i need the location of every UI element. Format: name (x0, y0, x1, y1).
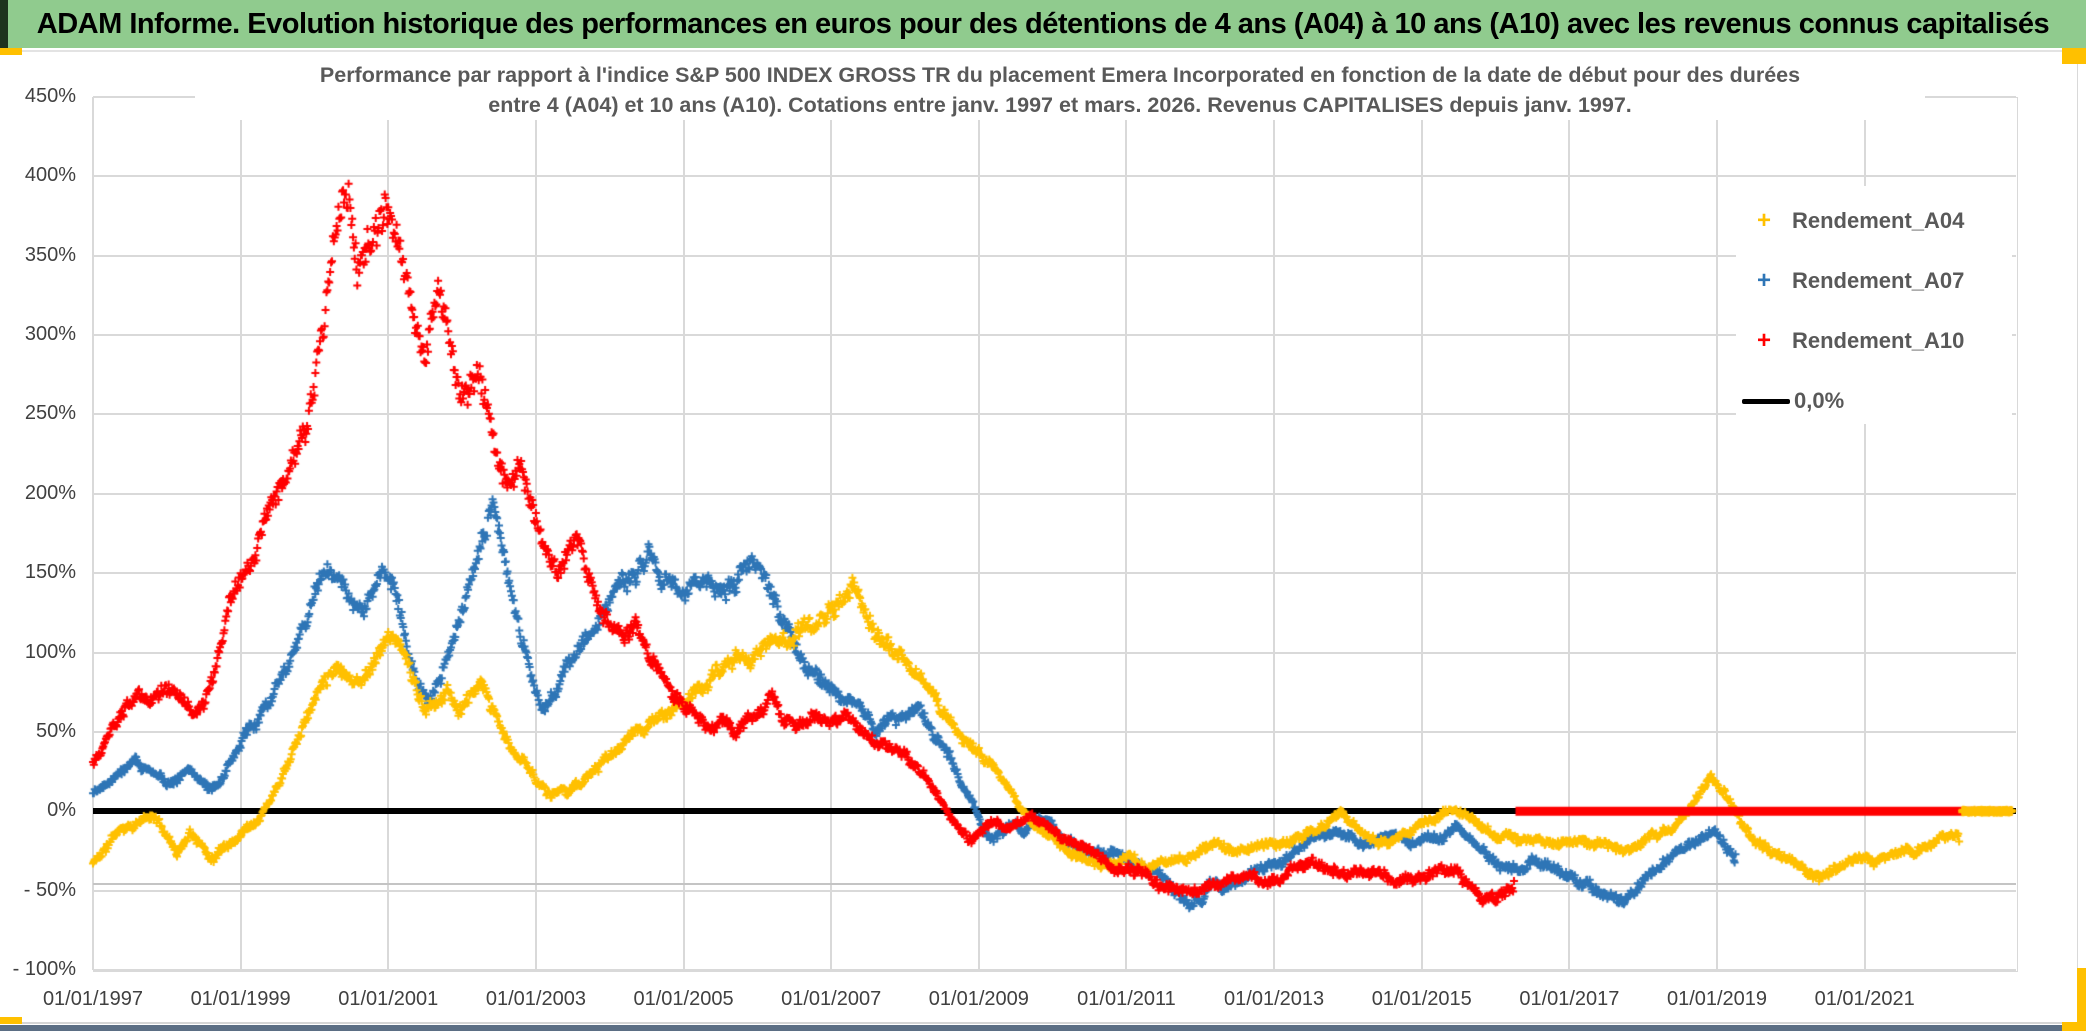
x-axis-label: 01/01/2019 (1666, 988, 1768, 1010)
x-axis-label: 01/01/1999 (190, 988, 291, 1010)
chart-title: Performance par rapport à l'indice S&P 5… (195, 60, 1925, 120)
y-axis-label: 50% (35, 719, 76, 742)
legend-line-swatch (1742, 398, 1790, 404)
cell-accent-top-right (2062, 48, 2086, 64)
chart-title-line2: entre 4 (A04) et 10 ans (A10). Cotations… (488, 93, 1632, 117)
legend-label: Rendement_A10 (1792, 328, 1965, 353)
x-axis-label: 01/01/2021 (1814, 988, 1915, 1010)
x-axis-label: 01/01/2005 (633, 988, 734, 1010)
y-axis-label: 0% (47, 799, 76, 822)
y-axis-label: 250% (24, 402, 76, 425)
x-axis-label: 01/01/2001 (338, 988, 439, 1010)
x-axis-label: 01/01/2013 (1224, 988, 1325, 1010)
legend-item-rendement-a04[interactable]: + Rendement_A04 (1736, 204, 2012, 238)
legend-item-rendement-a10[interactable]: + Rendement_A10 (1736, 324, 2012, 358)
x-axis-label: 01/01/2015 (1371, 988, 1472, 1010)
y-axis-label: 100% (24, 640, 76, 663)
cell-accent-bottom-left (0, 1017, 22, 1024)
y-axis-label: 450% (24, 85, 76, 107)
x-axis-label: 01/01/2003 (485, 988, 586, 1010)
y-axis-label: 200% (24, 481, 76, 504)
legend-label: 0,0% (1794, 388, 1845, 413)
title-banner: ADAM Informe. Evolution historique des p… (0, 0, 2086, 48)
cell-accent-top-left (0, 48, 22, 55)
legend-plus-marker-icon: + (1756, 207, 1771, 234)
y-axis-label: - 50% (23, 878, 76, 901)
legend-plus-marker-icon: + (1756, 267, 1771, 294)
x-axis-label: 01/01/2009 (928, 988, 1029, 1010)
y-axis-label: 300% (24, 323, 76, 346)
x-axis-label: 01/01/1997 (42, 988, 144, 1010)
legend-plus-marker-icon: + (1756, 327, 1771, 354)
y-axis-label: - 100% (12, 958, 76, 980)
legend: + Rendement_A04 + Rendement_A07 + Rendement_A… (1736, 186, 2012, 424)
x-axis-label: 01/01/2007 (781, 988, 882, 1010)
y-axis-label: 400% (24, 164, 76, 187)
legend-label: Rendement_A07 (1792, 268, 1965, 293)
cell-accent-right-strip (2077, 968, 2086, 1031)
chart-title-line1: Performance par rapport à l'indice S&P 5… (319, 63, 1801, 87)
page-title: ADAM Informe. Evolution historique des p… (36, 7, 2050, 40)
banner-bottom-divider (0, 50, 2086, 52)
legend-item-rendement-a07[interactable]: + Rendement_A07 (1736, 264, 2012, 298)
y-axis-label: 350% (24, 243, 76, 266)
x-axis-label: 01/01/2017 (1519, 988, 1620, 1010)
bottom-divider-line (0, 1022, 2086, 1024)
x-axis-label: 01/01/2011 (1077, 988, 1176, 1010)
legend-label: Rendement_A04 (1792, 208, 1965, 233)
cell-accent-bottom-right (2062, 1022, 2086, 1031)
legend-item-0-0-[interactable]: 0,0% (1736, 384, 2012, 418)
y-axis-label: 150% (24, 561, 76, 584)
banner-left-notch (0, 0, 8, 48)
bottom-slate-bar (0, 1025, 2086, 1031)
